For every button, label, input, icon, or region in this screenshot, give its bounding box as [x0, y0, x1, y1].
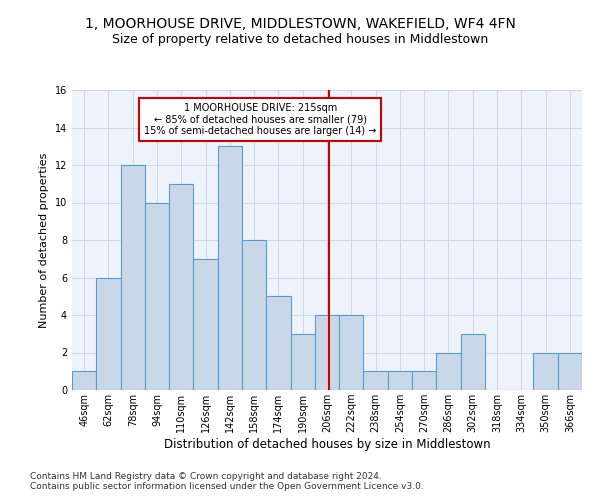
Bar — [533, 352, 558, 390]
Bar — [72, 371, 96, 390]
Bar — [145, 202, 169, 390]
Y-axis label: Number of detached properties: Number of detached properties — [39, 152, 49, 328]
Bar — [315, 315, 339, 390]
Bar — [461, 334, 485, 390]
Bar — [412, 371, 436, 390]
Text: Size of property relative to detached houses in Middlestown: Size of property relative to detached ho… — [112, 32, 488, 46]
Bar — [121, 165, 145, 390]
Text: Contains public sector information licensed under the Open Government Licence v3: Contains public sector information licen… — [30, 482, 424, 491]
Bar — [96, 278, 121, 390]
Bar — [193, 259, 218, 390]
Bar — [364, 371, 388, 390]
Bar — [218, 146, 242, 390]
Text: 1, MOORHOUSE DRIVE, MIDDLESTOWN, WAKEFIELD, WF4 4FN: 1, MOORHOUSE DRIVE, MIDDLESTOWN, WAKEFIE… — [85, 18, 515, 32]
Bar — [558, 352, 582, 390]
Bar — [242, 240, 266, 390]
Bar — [169, 184, 193, 390]
Bar — [436, 352, 461, 390]
Bar — [266, 296, 290, 390]
Bar — [339, 315, 364, 390]
Bar — [388, 371, 412, 390]
Text: 1 MOORHOUSE DRIVE: 215sqm
← 85% of detached houses are smaller (79)
15% of semi-: 1 MOORHOUSE DRIVE: 215sqm ← 85% of detac… — [144, 103, 376, 136]
Bar — [290, 334, 315, 390]
Text: Contains HM Land Registry data © Crown copyright and database right 2024.: Contains HM Land Registry data © Crown c… — [30, 472, 382, 481]
X-axis label: Distribution of detached houses by size in Middlestown: Distribution of detached houses by size … — [164, 438, 490, 451]
